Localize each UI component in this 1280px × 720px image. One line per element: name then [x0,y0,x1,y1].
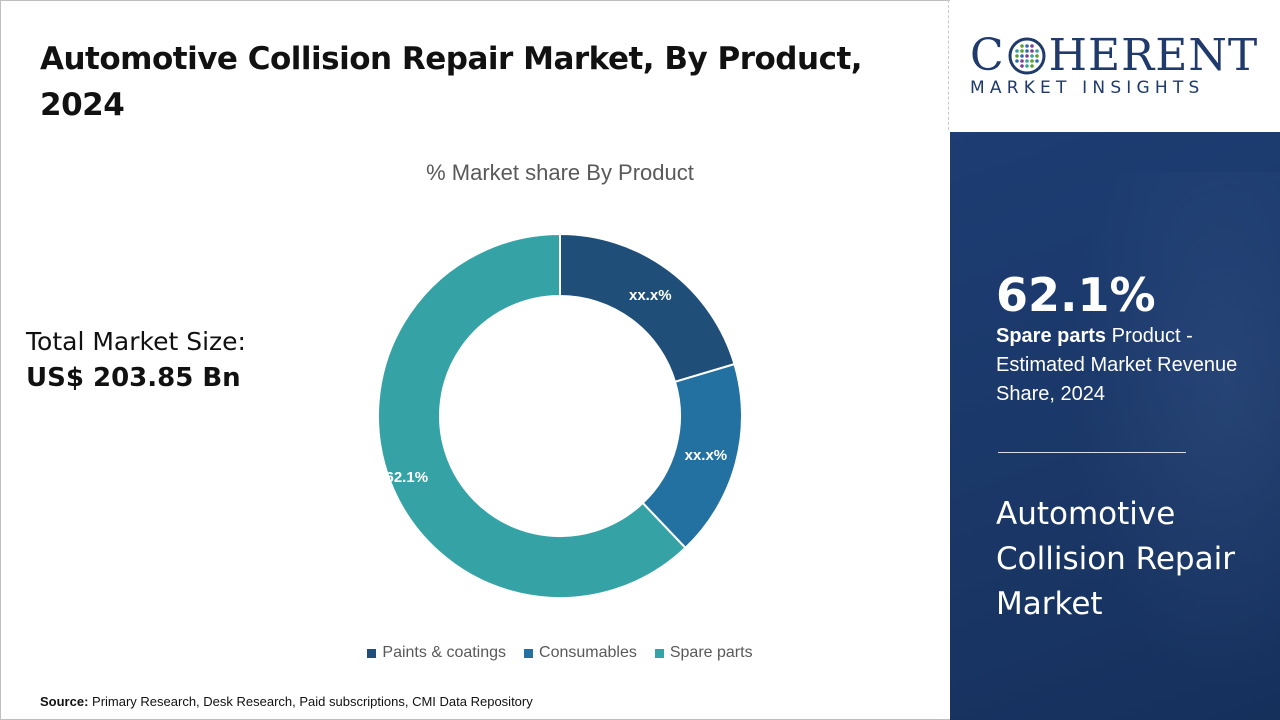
logo: C HERENT MARKET INSIGHTS [950,0,1280,132]
globe-dot [1029,48,1034,53]
chart-title: % Market share By Product [426,160,694,185]
globe-dot [1034,58,1039,63]
legend-label: Consumables [539,644,637,661]
legend-item: Spare parts [654,644,753,662]
donut-slice-paints-coatings [559,232,736,384]
highlight-description: Spare parts Product - Estimated Market R… [996,322,1256,409]
globe-dot [1029,53,1034,58]
source-text: Primary Research, Desk Research, Paid su… [92,694,533,709]
page-title: Automotive Collision Repair Market, By P… [40,41,863,123]
globe-dot [1024,63,1029,68]
globe-dot [1024,58,1029,63]
side-panel: 62.1% Spare parts Product - Estimated Ma… [950,132,1280,720]
globe-dot [1014,53,1019,58]
logo-wordmark: C HERENT [970,30,1258,81]
source-label: Source: [40,694,89,709]
data-label: xx.x% [685,447,728,464]
logo-tagline: MARKET INSIGHTS [970,78,1205,98]
market-size-value: US$ 203.85 Bn [26,363,241,393]
donut-slice-spare-parts [377,232,687,599]
globe-dot [1024,48,1029,53]
globe-dot [1029,58,1034,63]
globe-dot [1019,48,1024,53]
map-background [1070,172,1280,692]
panel-divider [998,452,1186,453]
panel-market-name: Automotive Collision Repair Market [996,496,1235,622]
data-label: 62.1% [386,469,429,486]
globe-dot [1029,43,1034,48]
globe-dot [1019,53,1024,58]
globe-dot [1019,43,1024,48]
legend-item: Paints & coatings [367,644,506,662]
legend-label: Paints & coatings [382,644,507,661]
globe-dot [1019,63,1024,68]
legend-item: Consumables [524,644,637,662]
logo-letter-c: C [970,30,1005,81]
divider-line [948,0,949,130]
globe-dot [1034,48,1039,53]
globe-dot [1029,63,1034,68]
highlight-rest: Product - Estimated Market Revenue Share… [996,325,1238,405]
highlight-value: 62.1% [996,268,1156,322]
legend-swatch [524,648,534,658]
globe-dot [1014,58,1019,63]
logo-letters-rest: HERENT [1048,30,1259,81]
globe-dot [1019,58,1024,63]
market-size-block: Total Market Size: US$ 203.85 Bn [26,324,246,396]
legend-swatch [654,648,664,658]
market-size-label: Total Market Size: [26,327,246,356]
source-note: Source: Primary Research, Desk Research,… [40,694,533,709]
chart-legend: Paints & coatings Consumables Spare parts [300,644,820,662]
globe-dot [1014,48,1019,53]
globe-icon [1008,37,1046,74]
globe-dot [1024,43,1029,48]
legend-swatch [367,648,377,658]
donut-chart: xx.x% xx.x% 62.1% [377,232,743,599]
chart-area: xx.x% xx.x% 62.1% % Market share By Produc… [300,150,820,690]
data-label: xx.x% [629,287,672,304]
legend-label: Spare parts [669,644,753,661]
globe-dot [1024,53,1029,58]
globe-dot [1034,53,1039,58]
highlight-segment: Spare parts [996,325,1107,347]
